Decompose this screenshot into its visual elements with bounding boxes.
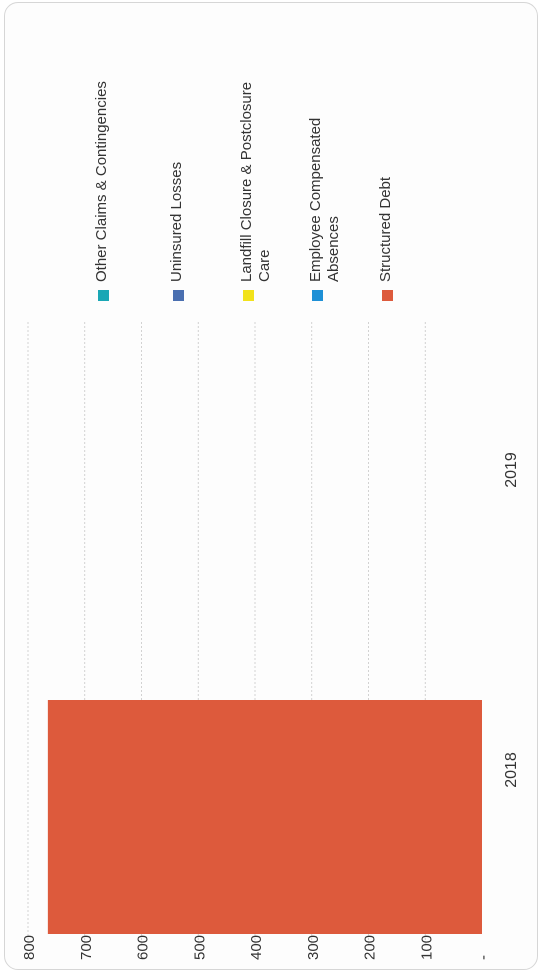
tick-label: 200 [362,935,379,960]
bars [47,700,483,934]
legend-label-line: Uninsured Losses [168,162,185,282]
legend-label-line: Employee Compensated [307,118,324,282]
tick-label: - [475,955,492,960]
legend-swatch [382,290,393,301]
value-tick-labels: - 100 200 300 400 500 600 700 800 [21,935,492,960]
legend-label-line: Landfill Closure & Postclosure [238,82,255,282]
tick-label: 400 [248,935,265,960]
tick-label: 600 [135,935,152,960]
tick-label: 500 [191,935,208,960]
legend-swatch [312,290,323,301]
legend-label: Structured Debt [377,176,394,282]
legend-label-line: Structured Debt [377,176,394,282]
legend-label: Employee CompensatedAbsences [307,118,342,282]
tick-label: 700 [78,935,95,960]
legend-label-line: Absences [325,216,342,282]
category-label: 2019 [503,452,520,488]
legend: Other Claims & Contingencies Uninsured Lo… [93,81,394,301]
legend-label-line: Care [256,249,273,282]
legend-label: Landfill Closure & PostclosureCare [238,82,273,282]
category-labels: 2018 2019 [503,452,520,788]
legend-label-line: Other Claims & Contingencies [93,81,110,282]
legend-label: Other Claims & Contingencies [93,81,110,282]
legend-swatch [243,290,254,301]
legend-swatch [173,290,184,301]
legend-label: Uninsured Losses [168,162,185,282]
tick-label: 100 [418,935,435,960]
tick-label: 300 [305,935,322,960]
legend-swatch [98,290,109,301]
category-label: 2018 [503,752,520,788]
bar-segment [47,700,483,934]
tick-label: 800 [21,935,38,960]
